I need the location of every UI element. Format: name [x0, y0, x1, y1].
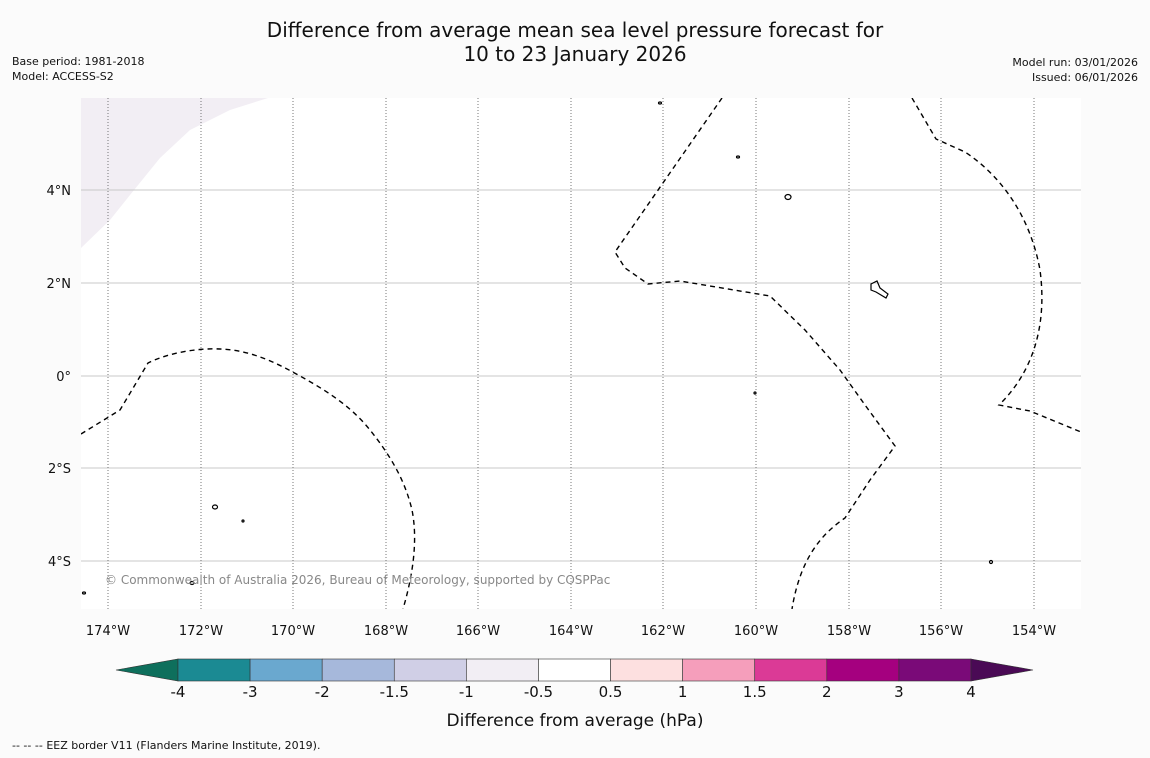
model-info: Base period: 1981-2018 Model: ACCESS-S2 — [12, 54, 144, 84]
chart-title: Difference from average mean sea level p… — [0, 18, 1150, 66]
colorbar-segment — [321, 658, 395, 682]
lon-label: 166°W — [456, 624, 500, 639]
lat-label: 4°S — [48, 555, 71, 570]
lat-label: 4°N — [47, 184, 72, 199]
island — [735, 155, 741, 159]
lat-label: 2°S — [48, 462, 71, 477]
island-kiritimati — [870, 280, 889, 299]
island — [241, 519, 245, 523]
colorbar-label: Difference from average (hPa) — [447, 711, 704, 731]
colorbar-tick-label: -1.5 — [380, 683, 409, 701]
colorbar-segment — [249, 658, 323, 682]
colorbar-tick-label: 1.5 — [743, 683, 767, 701]
island — [784, 193, 792, 201]
colorbar-segment — [466, 658, 539, 682]
island — [988, 559, 994, 565]
lon-label: 172°W — [179, 624, 223, 639]
title-line-2: 10 to 23 January 2026 — [463, 42, 687, 66]
colorbar-segment — [177, 658, 251, 682]
base-period: Base period: 1981-2018 — [12, 55, 145, 68]
colorbar-over-arrow — [970, 658, 1034, 682]
colorbar: -4 -3 -2 -1.5 -1 -0.5 0.5 1 1.5 2 3 4 Difference fr… — [115, 658, 1034, 731]
map-area — [81, 98, 1081, 609]
lon-label: 162°W — [641, 624, 685, 639]
colorbar-segment — [826, 658, 900, 682]
colorbar-segment — [610, 658, 683, 682]
model-run: Model run: 03/01/2026 — [1012, 56, 1138, 69]
lon-label: 158°W — [827, 624, 871, 639]
colorbar-ticks: -4 -3 -2 -1.5 -1 -0.5 0.5 1 1.5 2 3 4 — [171, 683, 976, 701]
eez-border-central — [614, 98, 896, 609]
lat-label: 2°N — [47, 277, 72, 292]
eez-border-east — [911, 98, 1081, 433]
latitude-gridlines — [81, 189, 1081, 562]
colorbar-tick-label: 2 — [822, 683, 832, 701]
lon-label: 170°W — [271, 624, 315, 639]
lon-label: 160°W — [734, 624, 778, 639]
eez-borders — [81, 98, 1081, 609]
colorbar-segment — [682, 658, 756, 682]
lat-label: 0° — [56, 370, 71, 385]
colorbar-tick-label: -3 — [243, 683, 258, 701]
eez-legend-text: EEZ border V11 (Flanders Marine Institut… — [46, 739, 321, 752]
copyright-notice: © Commonwealth of Australia 2026, Bureau… — [105, 573, 610, 587]
island — [81, 591, 87, 595]
island — [211, 504, 219, 510]
title-line-1: Difference from average mean sea level p… — [266, 18, 884, 42]
lon-label: 168°W — [364, 624, 408, 639]
map-background — [81, 98, 1081, 609]
colorbar-tick-label: -0.5 — [524, 683, 553, 701]
colorbar-segment — [754, 658, 828, 682]
islands — [81, 101, 994, 595]
lon-label: 156°W — [919, 624, 963, 639]
latitude-labels: 4°N 2°N 0° 2°S 4°S — [47, 184, 72, 570]
eez-border-west — [81, 348, 416, 609]
colorbar-tick-label: 4 — [966, 683, 976, 701]
lon-label: 164°W — [549, 624, 593, 639]
colorbar-tick-label: 3 — [894, 683, 904, 701]
colorbar-tick-label: -1 — [459, 683, 474, 701]
island — [657, 101, 663, 105]
colorbar-tick-label: 1 — [678, 683, 688, 701]
colorbar-segment — [393, 658, 467, 682]
lon-label: 174°W — [86, 624, 130, 639]
colorbar-under-arrow — [115, 658, 179, 682]
eez-legend: -- -- -- EEZ border V11 (Flanders Marine… — [12, 739, 320, 752]
eez-legend-symbol: -- -- -- — [12, 739, 43, 752]
model-name: Model: ACCESS-S2 — [12, 70, 114, 83]
longitude-labels: 174°W 172°W 170°W 168°W 166°W 164°W 162°… — [86, 624, 1056, 639]
island — [753, 391, 757, 395]
anomaly-region — [81, 98, 268, 248]
island — [189, 580, 195, 586]
lon-label: 154°W — [1012, 624, 1056, 639]
run-info: Model run: 03/01/2026 Issued: 06/01/2026 — [1012, 55, 1138, 85]
longitude-gridlines — [107, 98, 1035, 609]
colorbar-tick-label: -2 — [315, 683, 330, 701]
colorbar-segment — [898, 658, 972, 682]
colorbar-segments — [177, 658, 972, 682]
colorbar-tick-label: 0.5 — [599, 683, 623, 701]
colorbar-segment — [538, 658, 611, 682]
colorbar-tick-label: -4 — [171, 683, 186, 701]
issued-date: Issued: 06/01/2026 — [1031, 71, 1138, 84]
